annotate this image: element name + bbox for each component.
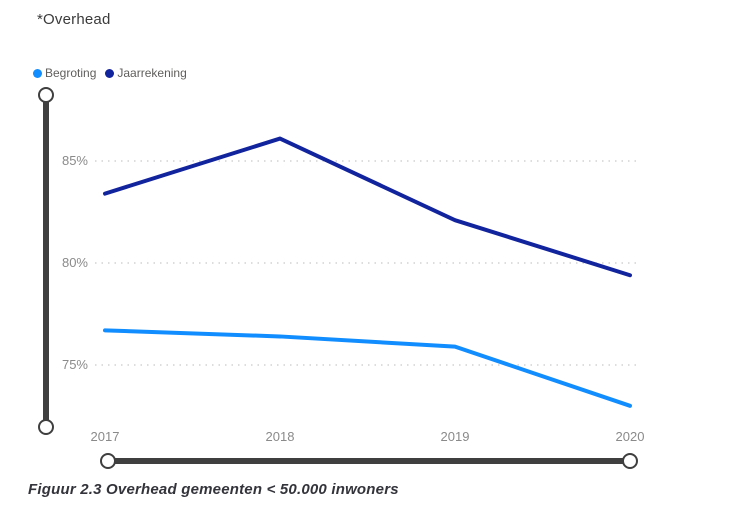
x-slider-track[interactable] bbox=[112, 458, 628, 464]
series-line-begroting bbox=[103, 328, 632, 408]
y-slider-handle-top[interactable] bbox=[38, 87, 54, 103]
y-tick-label: 80% bbox=[62, 255, 88, 270]
legend-label-jaarrekening: Jaarrekening bbox=[117, 66, 187, 80]
y-slider-handle-bottom[interactable] bbox=[38, 419, 54, 435]
begroting-series-color-icon bbox=[33, 68, 42, 78]
y-tick-label: 75% bbox=[62, 357, 88, 372]
figure-caption: Figuur 2.3 Overhead gemeenten < 50.000 i… bbox=[28, 481, 399, 498]
y-slider-track[interactable] bbox=[43, 99, 49, 423]
x-tick-label: 2020 bbox=[616, 429, 645, 444]
legend-item-jaarrekening[interactable]: Jaarrekening bbox=[105, 66, 187, 80]
series-line-jaarrekening bbox=[103, 136, 632, 278]
y-tick-label: 85% bbox=[62, 153, 88, 168]
x-tick-label: 2017 bbox=[91, 429, 120, 444]
x-tick-label: 2019 bbox=[441, 429, 470, 444]
jaarrekening-series-color-icon bbox=[105, 68, 115, 78]
x-tick-label: 2018 bbox=[266, 429, 295, 444]
legend-item-begroting[interactable]: Begroting bbox=[33, 66, 96, 80]
y-axis-range-slider[interactable] bbox=[37, 87, 55, 435]
legend-label-begroting: Begroting bbox=[45, 66, 97, 80]
chart-title: *Overhead bbox=[37, 11, 111, 28]
x-slider-handle-right[interactable] bbox=[622, 453, 638, 469]
x-axis-range-slider[interactable] bbox=[100, 453, 638, 469]
x-slider-handle-left[interactable] bbox=[100, 453, 116, 469]
legend: Begroting Jaarrekening bbox=[33, 66, 187, 80]
